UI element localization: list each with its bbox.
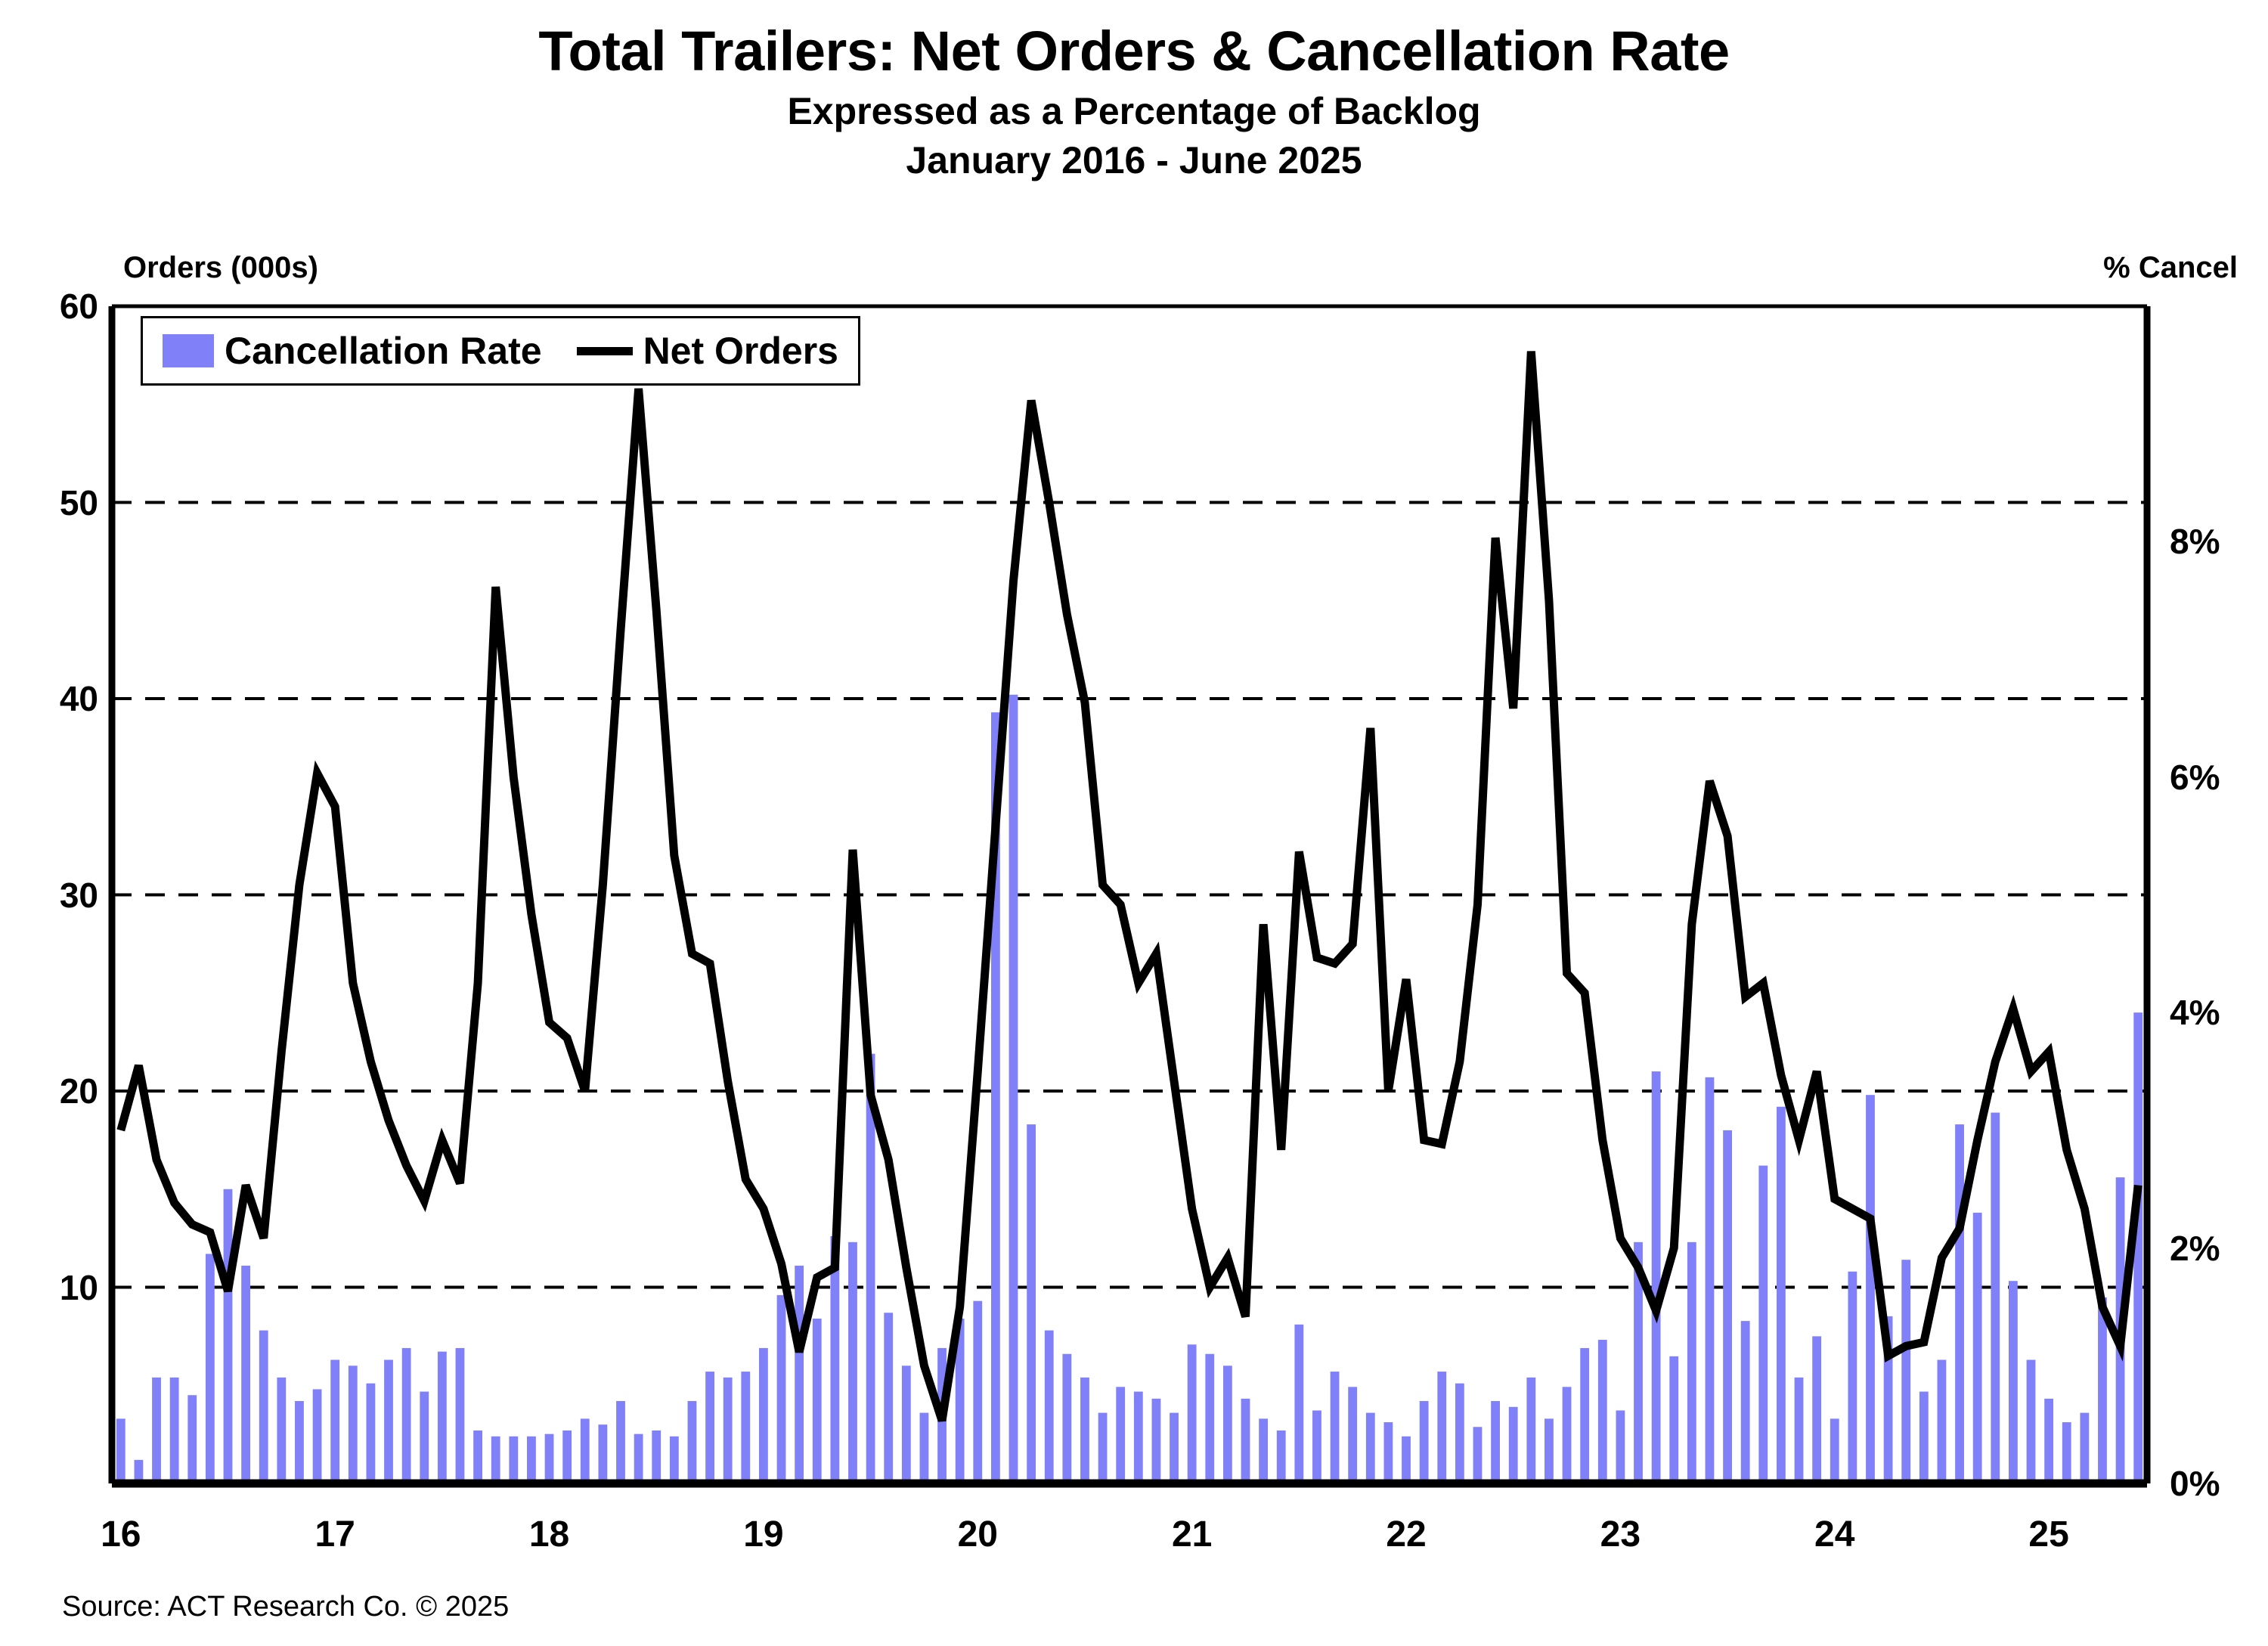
source-note: Source: ACT Research Co. © 2025	[62, 1591, 510, 1623]
title-block: Total Trailers: Net Orders & Cancellatio…	[0, 21, 2268, 183]
y-axis-tick-40: 40	[59, 679, 98, 718]
right-axis-caption: % Cancel	[2103, 251, 2238, 284]
y2-axis-tick-8pct: 8%	[2170, 522, 2220, 562]
y-axis-tick-60: 60	[59, 287, 98, 326]
x-axis-tick-25: 25	[2028, 1514, 2069, 1555]
y-axis-tick-10: 10	[59, 1267, 98, 1307]
bar-swatch-icon	[163, 334, 214, 367]
y2-axis-tick-2pct: 2%	[2170, 1228, 2220, 1268]
y2-axis-tick-4pct: 4%	[2170, 993, 2220, 1033]
legend-label-net-orders: Net Orders	[643, 330, 838, 372]
page-title: Total Trailers: Net Orders & Cancellatio…	[538, 20, 1730, 82]
x-axis-tick-19: 19	[743, 1514, 784, 1555]
line-swatch-icon	[576, 346, 633, 355]
legend-item-cancellation-rate: Cancellation Rate	[163, 329, 542, 373]
x-axis-tick-17: 17	[314, 1514, 355, 1555]
y-axis-tick-50: 50	[59, 482, 98, 522]
x-axis-tick-16: 16	[101, 1514, 141, 1555]
y2-axis-tick-0pct: 0%	[2170, 1464, 2220, 1503]
chart-subtitle: Expressed as a Percentage of Backlog	[787, 89, 1481, 132]
net-orders-line	[116, 351, 2143, 1422]
x-axis-tick-24: 24	[1814, 1514, 1855, 1555]
gridlines	[112, 501, 2147, 1289]
y2-axis-tick-6pct: 6%	[2170, 757, 2220, 797]
chart-legend: Cancellation Rate Net Orders	[141, 316, 860, 386]
y-axis-tick-30: 30	[59, 875, 98, 915]
x-axis-tick-20: 20	[957, 1514, 998, 1555]
legend-item-net-orders: Net Orders	[576, 329, 838, 373]
x-axis-tick-23: 23	[1600, 1514, 1641, 1555]
x-axis-tick-21: 21	[1171, 1514, 1213, 1555]
plot-frame	[108, 304, 2151, 1488]
y-axis-tick-20: 20	[59, 1071, 98, 1111]
left-axis-caption: Orders (000s)	[123, 251, 318, 284]
chart-date-range: January 2016 - June 2025	[906, 138, 1362, 181]
x-axis-tick-18: 18	[528, 1514, 570, 1555]
cancellation-rate-bars	[116, 694, 2143, 1483]
x-axis-tick-22: 22	[1386, 1514, 1427, 1555]
legend-label-cancellation-rate: Cancellation Rate	[225, 330, 542, 372]
